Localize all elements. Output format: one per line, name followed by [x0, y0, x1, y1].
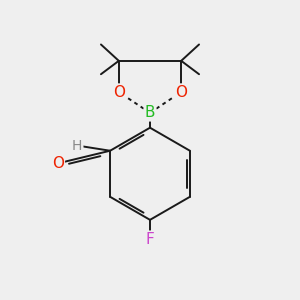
Text: O: O [113, 85, 125, 100]
Text: F: F [146, 232, 154, 247]
Text: B: B [145, 105, 155, 120]
Text: H: H [72, 139, 83, 152]
Text: O: O [52, 156, 64, 171]
Text: O: O [175, 85, 187, 100]
